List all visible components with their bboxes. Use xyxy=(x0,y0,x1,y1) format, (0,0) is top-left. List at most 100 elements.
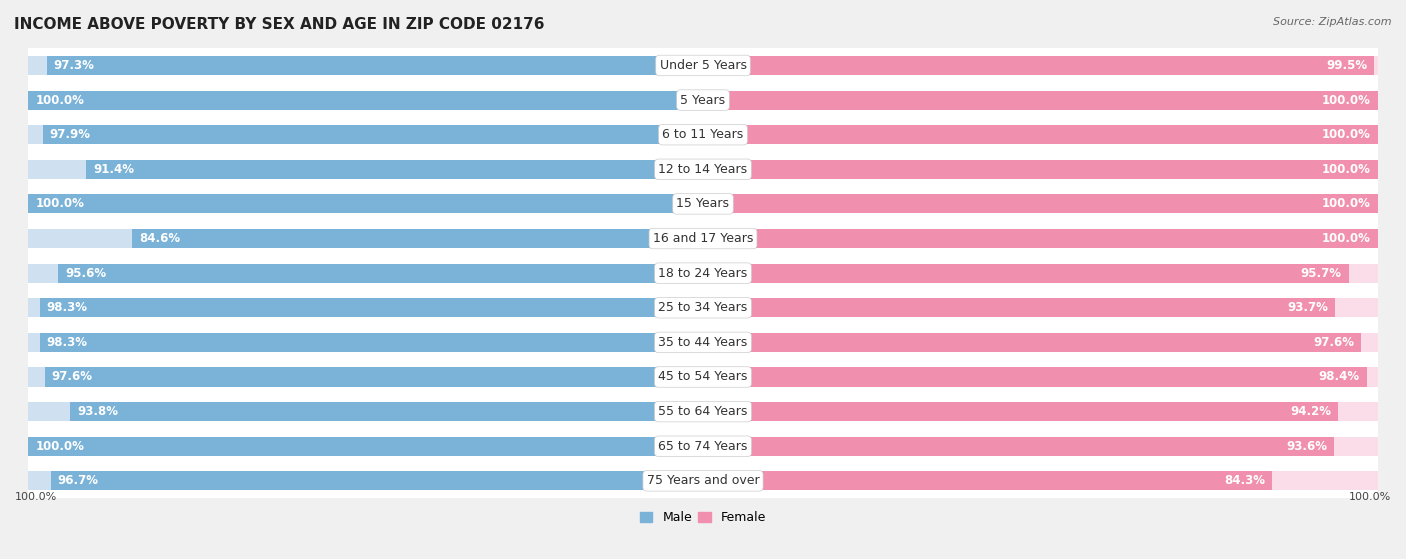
Bar xyxy=(42,125,703,144)
Text: 100.0%: 100.0% xyxy=(15,492,58,503)
Bar xyxy=(28,221,1378,256)
Bar xyxy=(28,463,1378,498)
Bar xyxy=(51,471,703,490)
Text: 95.7%: 95.7% xyxy=(1301,267,1341,280)
Text: 100.0%: 100.0% xyxy=(35,440,84,453)
Text: 6 to 11 Years: 6 to 11 Years xyxy=(662,128,744,141)
Text: 45 to 54 Years: 45 to 54 Years xyxy=(658,371,748,383)
Bar xyxy=(703,333,1378,352)
Text: 97.9%: 97.9% xyxy=(49,128,90,141)
Bar xyxy=(703,125,1378,144)
Text: 98.4%: 98.4% xyxy=(1319,371,1360,383)
Bar xyxy=(28,299,703,318)
Text: 100.0%: 100.0% xyxy=(1322,232,1371,245)
Bar xyxy=(28,325,1378,359)
Text: 96.7%: 96.7% xyxy=(58,475,98,487)
Text: 75 Years and over: 75 Years and over xyxy=(647,475,759,487)
Bar xyxy=(28,91,703,110)
Text: 35 to 44 Years: 35 to 44 Years xyxy=(658,336,748,349)
Text: 16 and 17 Years: 16 and 17 Years xyxy=(652,232,754,245)
Text: Source: ZipAtlas.com: Source: ZipAtlas.com xyxy=(1274,17,1392,27)
Bar xyxy=(28,359,1378,394)
Bar xyxy=(703,367,1367,386)
Bar xyxy=(703,91,1378,110)
Bar xyxy=(703,56,1374,75)
Bar xyxy=(28,333,703,352)
Bar xyxy=(703,264,1378,283)
Text: 93.8%: 93.8% xyxy=(77,405,118,418)
Text: 18 to 24 Years: 18 to 24 Years xyxy=(658,267,748,280)
Bar xyxy=(132,229,703,248)
Text: 25 to 34 Years: 25 to 34 Years xyxy=(658,301,748,314)
Bar xyxy=(39,333,703,352)
Bar xyxy=(703,229,1378,248)
Bar xyxy=(28,256,1378,291)
Text: 94.2%: 94.2% xyxy=(1291,405,1331,418)
Text: 100.0%: 100.0% xyxy=(35,93,84,107)
Bar xyxy=(703,229,1378,248)
Legend: Male, Female: Male, Female xyxy=(636,506,770,529)
Bar xyxy=(703,402,1339,421)
Bar xyxy=(28,48,1378,83)
Bar xyxy=(28,195,703,214)
Bar xyxy=(703,264,1348,283)
Bar xyxy=(28,195,703,214)
Bar xyxy=(28,429,1378,463)
Text: 99.5%: 99.5% xyxy=(1326,59,1368,72)
Bar xyxy=(703,299,1336,318)
Text: 55 to 64 Years: 55 to 64 Years xyxy=(658,405,748,418)
Text: 100.0%: 100.0% xyxy=(1348,492,1391,503)
Bar xyxy=(703,437,1378,456)
Bar xyxy=(28,91,703,110)
Bar xyxy=(703,125,1378,144)
Bar xyxy=(45,367,703,386)
Bar xyxy=(58,264,703,283)
Text: INCOME ABOVE POVERTY BY SEX AND AGE IN ZIP CODE 02176: INCOME ABOVE POVERTY BY SEX AND AGE IN Z… xyxy=(14,17,544,32)
Bar xyxy=(28,291,1378,325)
Text: 93.6%: 93.6% xyxy=(1286,440,1327,453)
Bar xyxy=(87,160,703,179)
Text: 97.6%: 97.6% xyxy=(1313,336,1354,349)
Bar xyxy=(703,91,1378,110)
Bar xyxy=(703,471,1378,490)
Bar xyxy=(703,333,1361,352)
Text: 100.0%: 100.0% xyxy=(35,197,84,210)
Text: 100.0%: 100.0% xyxy=(1322,128,1371,141)
Text: 100.0%: 100.0% xyxy=(1322,93,1371,107)
Bar xyxy=(28,125,703,144)
Bar xyxy=(28,152,1378,187)
Text: 65 to 74 Years: 65 to 74 Years xyxy=(658,440,748,453)
Bar xyxy=(703,56,1378,75)
Bar xyxy=(28,187,1378,221)
Bar xyxy=(28,229,703,248)
Text: 15 Years: 15 Years xyxy=(676,197,730,210)
Text: 98.3%: 98.3% xyxy=(46,301,87,314)
Bar xyxy=(70,402,703,421)
Bar xyxy=(28,402,703,421)
Bar xyxy=(28,56,703,75)
Text: 84.3%: 84.3% xyxy=(1223,475,1265,487)
Text: 98.3%: 98.3% xyxy=(46,336,87,349)
Bar xyxy=(28,437,703,456)
Bar xyxy=(28,264,703,283)
Text: 100.0%: 100.0% xyxy=(1322,163,1371,176)
Bar xyxy=(703,195,1378,214)
Text: 12 to 14 Years: 12 to 14 Years xyxy=(658,163,748,176)
Bar xyxy=(703,160,1378,179)
Bar xyxy=(28,160,703,179)
Bar xyxy=(28,83,1378,117)
Bar xyxy=(703,402,1378,421)
Bar xyxy=(28,394,1378,429)
Bar xyxy=(703,437,1334,456)
Text: Under 5 Years: Under 5 Years xyxy=(659,59,747,72)
Bar xyxy=(703,471,1271,490)
Text: 84.6%: 84.6% xyxy=(139,232,180,245)
Bar xyxy=(28,471,703,490)
Text: 93.7%: 93.7% xyxy=(1288,301,1329,314)
Bar xyxy=(703,160,1378,179)
Bar xyxy=(28,367,703,386)
Bar xyxy=(39,299,703,318)
Bar xyxy=(703,367,1378,386)
Text: 91.4%: 91.4% xyxy=(93,163,134,176)
Text: 97.3%: 97.3% xyxy=(53,59,94,72)
